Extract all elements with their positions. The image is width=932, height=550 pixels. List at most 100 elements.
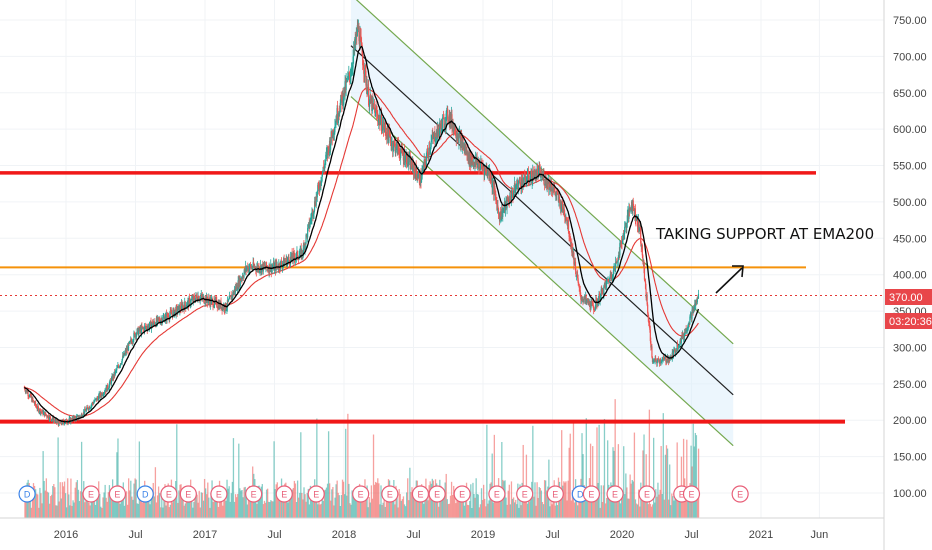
volume-bar — [335, 484, 337, 518]
candle-body — [423, 159, 425, 170]
volume-bar — [162, 507, 164, 518]
volume-bar — [642, 450, 644, 518]
volume-bar — [197, 502, 199, 518]
volume-bar — [541, 501, 544, 518]
candle-body — [48, 415, 51, 420]
earnings-marker — [638, 485, 656, 503]
volume-bar — [477, 494, 479, 518]
volume-bar — [559, 497, 562, 518]
candle-body — [334, 124, 337, 127]
volume-bar — [408, 500, 410, 518]
candle-body — [339, 102, 341, 113]
volume-bar — [344, 494, 346, 518]
candle-body — [29, 394, 31, 397]
volume-bar — [332, 487, 334, 518]
volume-bar — [292, 488, 294, 518]
candle-body — [678, 345, 680, 349]
volume-bar — [185, 498, 188, 518]
volume-bar — [72, 500, 74, 518]
candle-body — [697, 293, 700, 299]
volume-bar — [151, 494, 153, 518]
candle-body — [579, 289, 581, 297]
price-tick-label: 300.00 — [893, 342, 927, 354]
candle-body — [122, 355, 124, 360]
volume-bar — [348, 483, 350, 518]
candle-body — [482, 166, 484, 170]
volume-bar — [545, 480, 547, 518]
candle-body — [367, 86, 370, 106]
volume-bar — [449, 495, 452, 518]
candle-body — [649, 329, 651, 342]
earnings-marker — [275, 485, 293, 503]
price-axis[interactable]: 750.00 700.00 650.00 600.00 550.00 500.00 450.… — [893, 15, 927, 500]
candle-body — [177, 306, 179, 311]
volume-bar — [678, 491, 680, 518]
candle-body — [169, 310, 171, 316]
channel-mid-line — [350, 45, 734, 396]
candle-body — [648, 322, 650, 326]
candle-body — [638, 220, 640, 230]
candle-body — [415, 166, 417, 174]
volume-bar — [265, 489, 268, 518]
candle-body — [132, 342, 134, 343]
volume-bar — [538, 487, 540, 518]
marker-label: E — [88, 490, 94, 500]
time-tick-label: Jul — [128, 529, 142, 541]
candle-body — [35, 406, 38, 409]
volume-bar — [293, 480, 296, 518]
volume-bar — [468, 505, 470, 518]
earnings-marker — [245, 485, 263, 503]
volume-bar — [627, 498, 629, 518]
volume-bar — [602, 485, 605, 518]
marker-label: E — [387, 490, 393, 500]
candle-body — [686, 330, 688, 332]
volume-bar — [163, 489, 165, 518]
volume-bar — [384, 506, 386, 518]
volume-bar — [481, 500, 484, 518]
volume-bar — [160, 507, 162, 518]
candle-body — [86, 406, 88, 410]
volume-bar — [213, 500, 215, 518]
candle-body — [184, 301, 186, 306]
candle-body — [351, 69, 353, 71]
candle-body — [513, 190, 515, 194]
volume-bar — [383, 496, 385, 518]
candle-body — [250, 265, 252, 269]
volume-bar — [417, 501, 420, 518]
candle-body — [458, 133, 460, 143]
volume-bar — [307, 488, 309, 518]
candle-body — [114, 371, 116, 376]
volume-bar — [476, 493, 478, 518]
volume-bar — [256, 503, 258, 518]
volume-bar — [95, 497, 98, 518]
volume-bar — [317, 504, 319, 518]
volume-bar — [450, 481, 453, 518]
volume-bar — [283, 497, 285, 518]
volume-bar — [578, 499, 580, 518]
volume-bar — [300, 432, 302, 518]
volume-bar — [551, 504, 553, 518]
countdown-label: 03:20:36 — [889, 316, 932, 328]
volume-bar — [480, 488, 483, 518]
volume-bar — [688, 497, 690, 518]
marker-label: E — [281, 490, 287, 500]
time-axis[interactable]: 2016 Jul 2017 Jul 2018 Jul 2019 Jul 2020 Jul 2021 J… — [54, 529, 828, 541]
volume-bar — [661, 493, 663, 518]
candle-body — [678, 345, 680, 346]
volume-bar — [595, 489, 597, 518]
volume-bar — [495, 490, 498, 518]
candle-body — [57, 421, 59, 424]
volume-bar — [305, 501, 307, 518]
candle-body — [130, 339, 132, 342]
candle-body — [562, 201, 564, 209]
volume-bar — [397, 507, 399, 518]
volume-bar — [315, 500, 317, 518]
volume-bar — [288, 495, 290, 518]
volume-bar — [298, 497, 300, 518]
volume-bar — [672, 496, 674, 518]
candle-body — [325, 153, 327, 155]
candle-body — [149, 321, 151, 326]
candle-body — [603, 284, 605, 287]
volume-bar — [43, 480, 45, 518]
